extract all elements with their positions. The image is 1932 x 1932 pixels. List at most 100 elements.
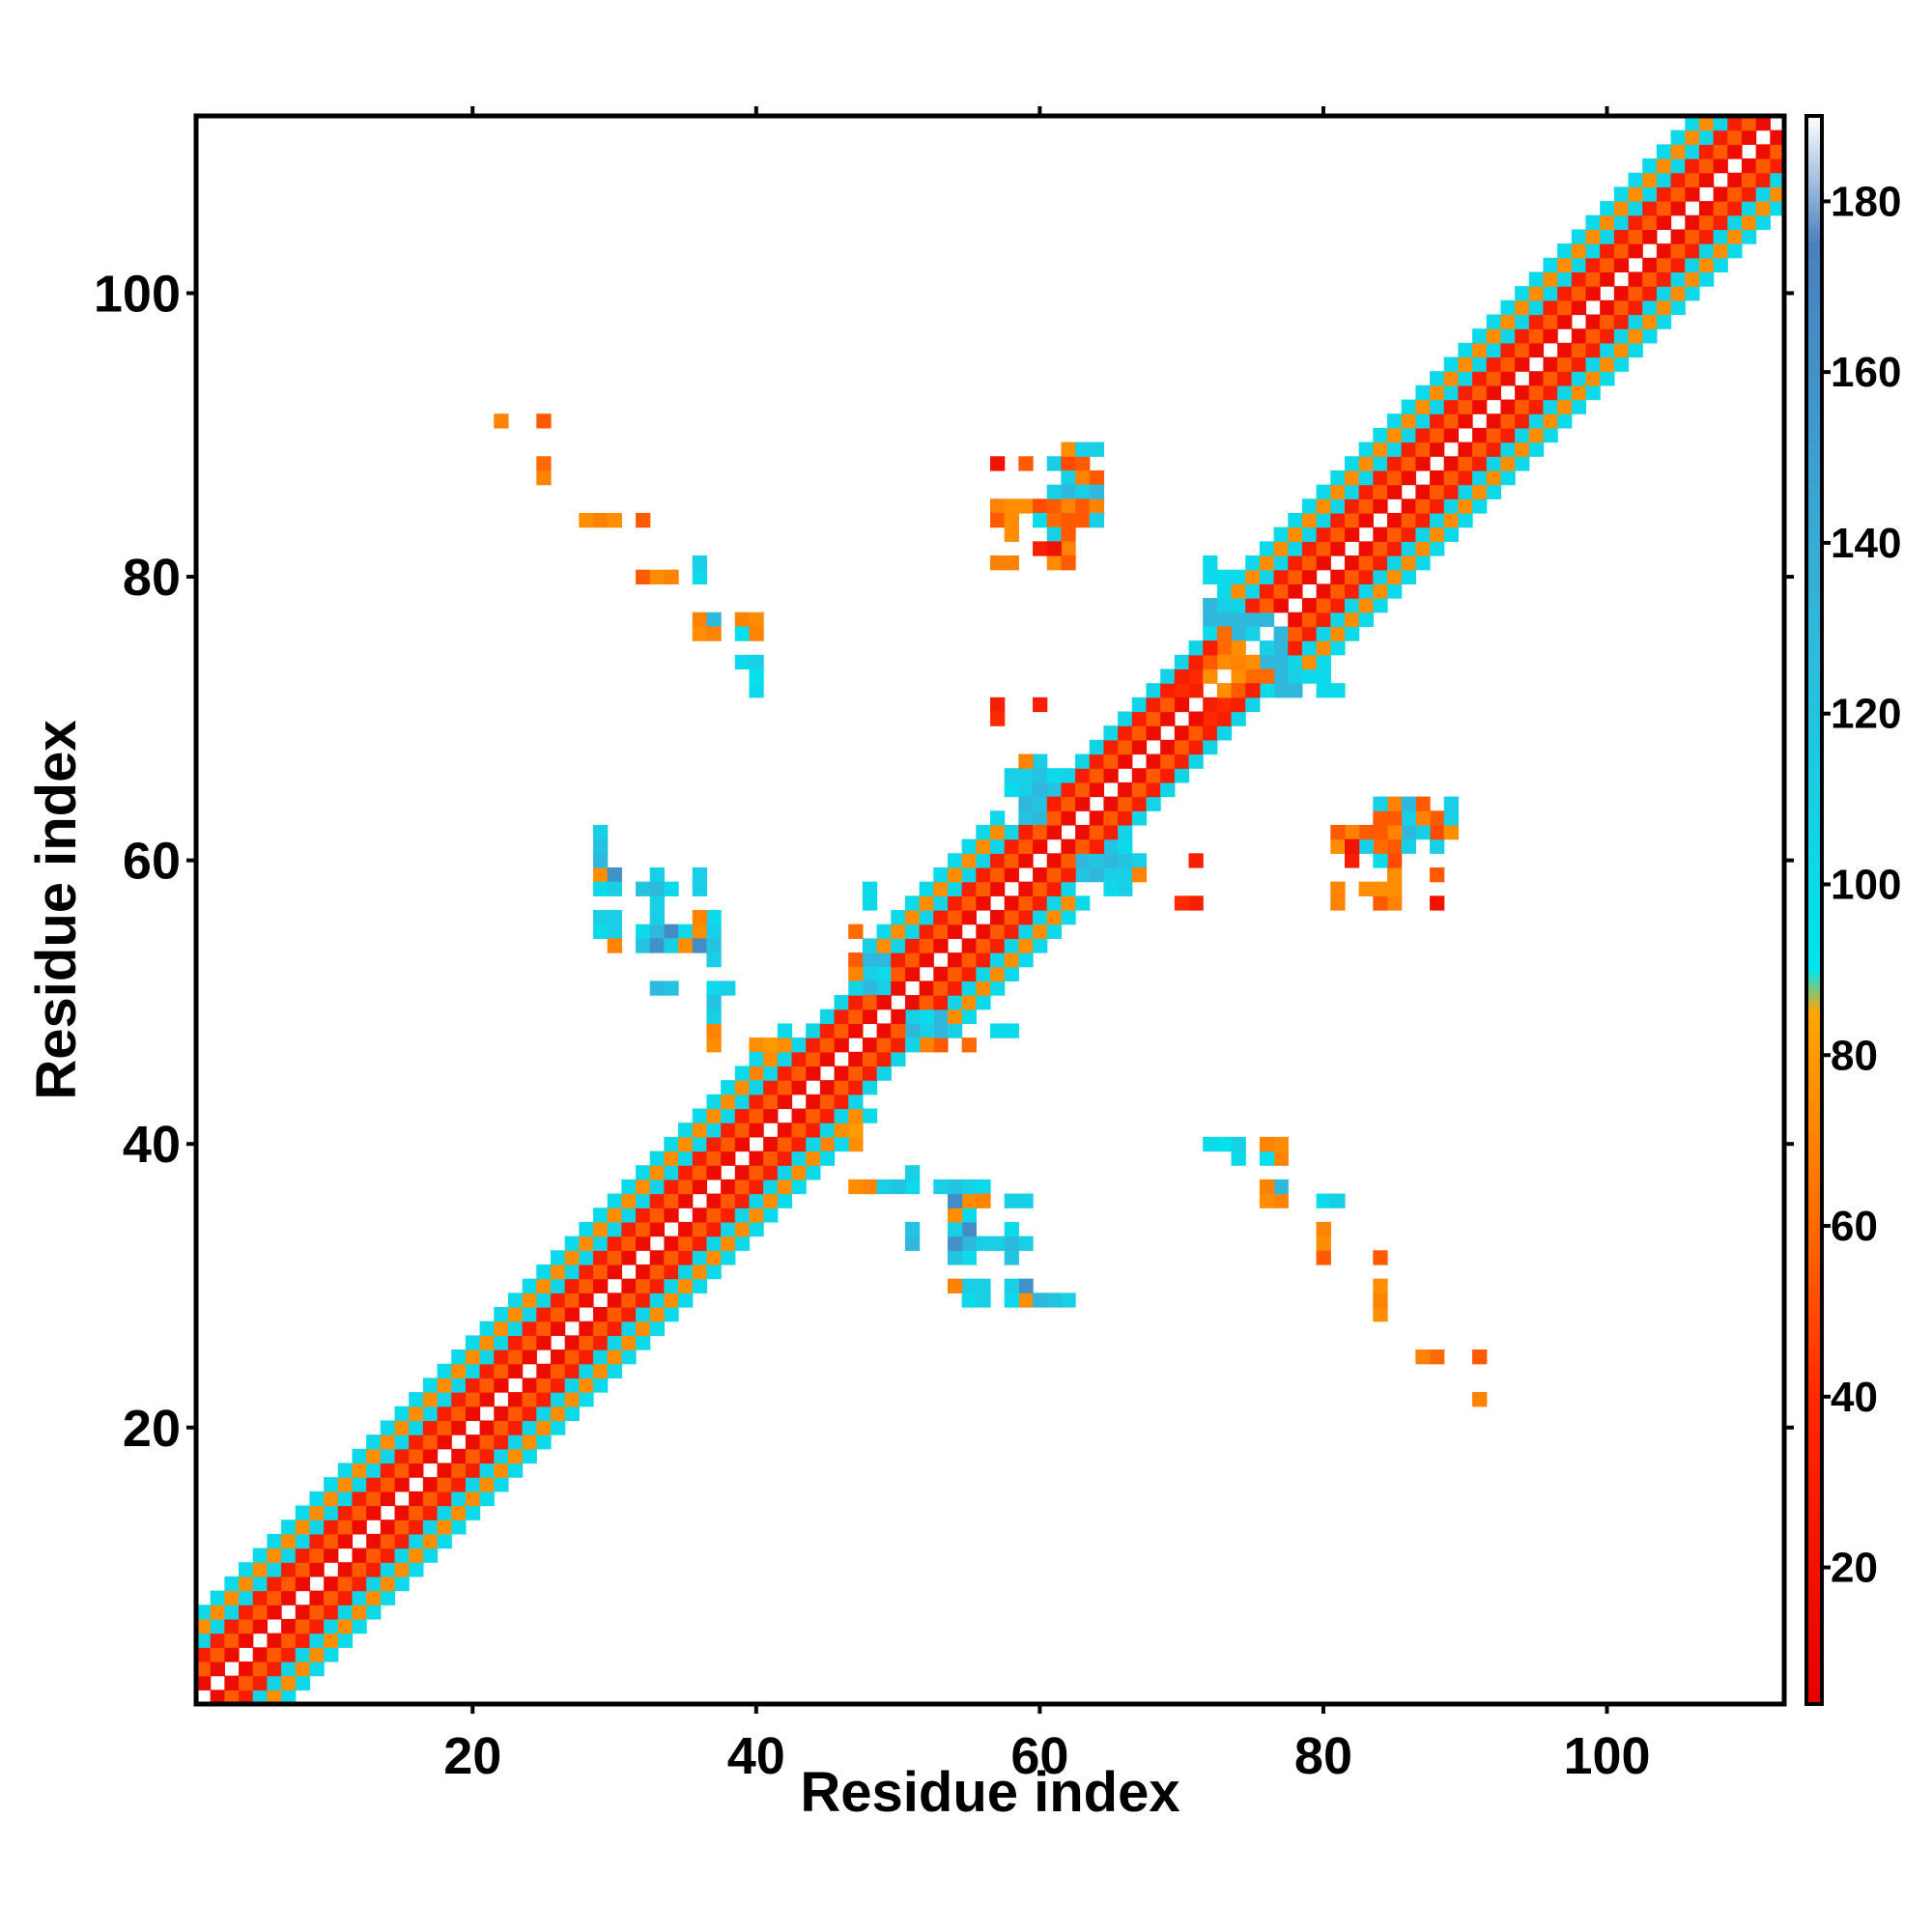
band-cell xyxy=(1316,555,1331,571)
contact-cell xyxy=(990,1023,1006,1038)
contact-cell xyxy=(1358,824,1374,840)
band-cell xyxy=(564,1392,580,1407)
band-cell xyxy=(1585,271,1601,287)
band-cell xyxy=(337,1618,354,1634)
band-cell xyxy=(1430,441,1445,457)
band-cell xyxy=(791,1080,807,1095)
contact-cell xyxy=(990,456,1006,471)
band-cell xyxy=(1344,598,1360,613)
band-cell xyxy=(749,1094,764,1110)
band-cell xyxy=(1613,229,1630,244)
band-cell xyxy=(239,1605,254,1620)
band-cell xyxy=(621,1321,637,1336)
band-cell xyxy=(1600,201,1615,216)
band-cell xyxy=(1245,598,1261,613)
band-cell xyxy=(1656,144,1672,159)
band-cell xyxy=(1443,356,1459,372)
band-cell xyxy=(1330,498,1346,514)
band-cell xyxy=(422,1435,439,1450)
band-cell xyxy=(1472,384,1488,401)
band-cell xyxy=(352,1605,367,1620)
band-cell xyxy=(636,1307,651,1322)
band-cell xyxy=(380,1448,396,1464)
band-cell xyxy=(1613,328,1630,344)
band-cell xyxy=(1600,328,1615,344)
band-cell xyxy=(1203,654,1218,670)
band-cell xyxy=(1387,583,1403,599)
band-cell xyxy=(1358,513,1374,528)
contact-cell xyxy=(1344,824,1360,840)
band-cell xyxy=(749,1080,764,1095)
band-cell xyxy=(380,1477,396,1492)
contact-cell xyxy=(1061,498,1076,514)
band-cell xyxy=(1174,654,1190,670)
contact-cell xyxy=(1075,513,1091,528)
band-cell xyxy=(1515,456,1530,471)
band-cell xyxy=(1543,299,1558,316)
band-cell xyxy=(1344,469,1360,486)
band-cell xyxy=(267,1605,282,1620)
contact-cell xyxy=(976,1236,991,1251)
band-cell xyxy=(1600,314,1615,329)
band-cell xyxy=(1344,569,1360,584)
band-cell xyxy=(1103,796,1119,811)
contact-cell xyxy=(1316,1236,1331,1251)
contact-cell xyxy=(706,910,722,925)
band-cell xyxy=(763,1051,779,1067)
band-cell xyxy=(1301,498,1318,514)
contact-cell xyxy=(1018,781,1034,798)
band-cell xyxy=(706,1264,722,1280)
contact-cell xyxy=(1373,853,1388,868)
band-cell xyxy=(1528,399,1545,414)
band-cell xyxy=(1698,229,1715,244)
contact-cell xyxy=(664,881,679,896)
band-cell xyxy=(1301,526,1318,542)
band-cell xyxy=(1103,725,1119,741)
contact-cell xyxy=(961,1293,977,1308)
band-cell xyxy=(366,1448,382,1464)
band-cell xyxy=(380,1463,396,1478)
band-cell xyxy=(1628,314,1643,329)
contact-cell xyxy=(1259,654,1275,670)
band-cell xyxy=(1656,243,1672,259)
band-cell xyxy=(1188,753,1204,769)
band-cell xyxy=(1033,824,1048,840)
band-cell xyxy=(1330,626,1346,641)
band-cell xyxy=(394,1420,410,1435)
band-cell xyxy=(678,1122,694,1138)
band-cell xyxy=(394,1505,410,1520)
band-cell xyxy=(678,1179,694,1195)
band-cell xyxy=(961,910,977,925)
band-cell xyxy=(1358,611,1374,628)
band-cell xyxy=(437,1477,452,1492)
band-cell xyxy=(862,1009,878,1025)
band-cell xyxy=(1316,513,1331,528)
band-cell xyxy=(309,1520,325,1535)
contact-cell xyxy=(1061,456,1076,471)
band-cell xyxy=(933,938,949,953)
band-cell xyxy=(664,1264,679,1280)
band-cell xyxy=(1330,513,1346,528)
contact-cell xyxy=(749,626,764,641)
band-cell xyxy=(1755,186,1771,202)
band-cell xyxy=(1103,810,1119,826)
band-cell xyxy=(593,1278,609,1293)
band-cell xyxy=(1642,286,1658,301)
contact-cell xyxy=(1330,1193,1346,1208)
contact-cell xyxy=(1046,768,1062,783)
contact-cell xyxy=(706,1023,722,1038)
contact-cell xyxy=(961,1250,977,1265)
band-cell xyxy=(1301,611,1318,628)
contact-cell xyxy=(919,1023,934,1038)
contact-cell xyxy=(1216,569,1233,584)
band-cell xyxy=(1344,498,1360,514)
band-cell xyxy=(819,1122,836,1138)
band-cell xyxy=(267,1675,282,1690)
band-cell xyxy=(324,1633,339,1648)
band-cell xyxy=(919,881,934,896)
band-cell xyxy=(1387,513,1403,528)
band-cell xyxy=(422,1505,439,1520)
band-cell xyxy=(1103,824,1119,840)
band-cell xyxy=(1118,711,1133,726)
band-cell xyxy=(636,1193,651,1208)
